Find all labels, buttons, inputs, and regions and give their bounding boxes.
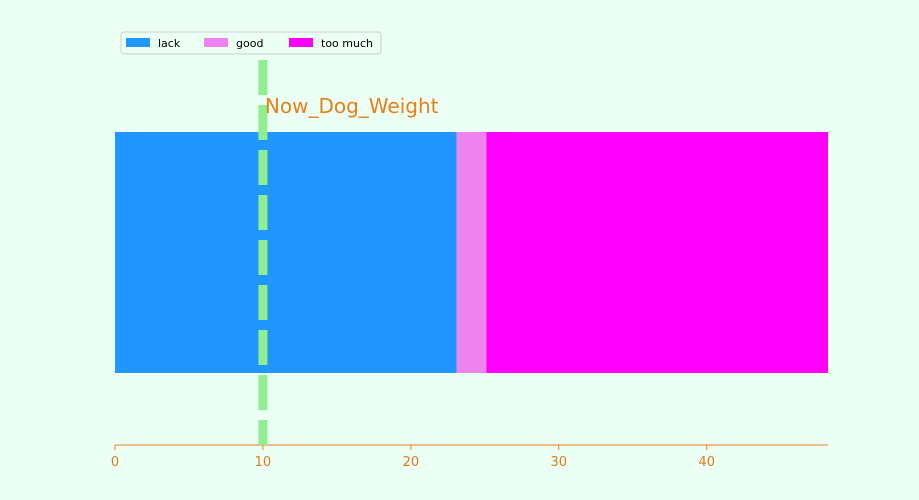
x-axis: 0 10 20 30 40	[111, 444, 828, 470]
bar-lack	[115, 132, 457, 373]
x-tick-label: 10	[255, 455, 272, 470]
x-tick-label: 40	[698, 455, 715, 470]
x-tick-label: 0	[111, 455, 119, 470]
annotation-label: Now_Dog_Weight	[265, 94, 439, 118]
legend-label-lack: lack	[158, 37, 181, 50]
legend-swatch-too-much	[289, 38, 313, 47]
legend-swatch-lack	[126, 38, 150, 47]
legend-frame	[120, 31, 382, 55]
x-tick-label: 30	[551, 455, 568, 470]
legend-label-good: good	[236, 37, 263, 50]
x-tick-label: 20	[403, 455, 420, 470]
legend-label-too-much: too much	[321, 37, 373, 50]
bars-layer	[115, 132, 828, 373]
legend-swatch-good	[204, 38, 228, 47]
legend: lack good too much	[120, 31, 382, 55]
bar-good	[456, 132, 487, 373]
bar-too-much	[486, 132, 828, 373]
